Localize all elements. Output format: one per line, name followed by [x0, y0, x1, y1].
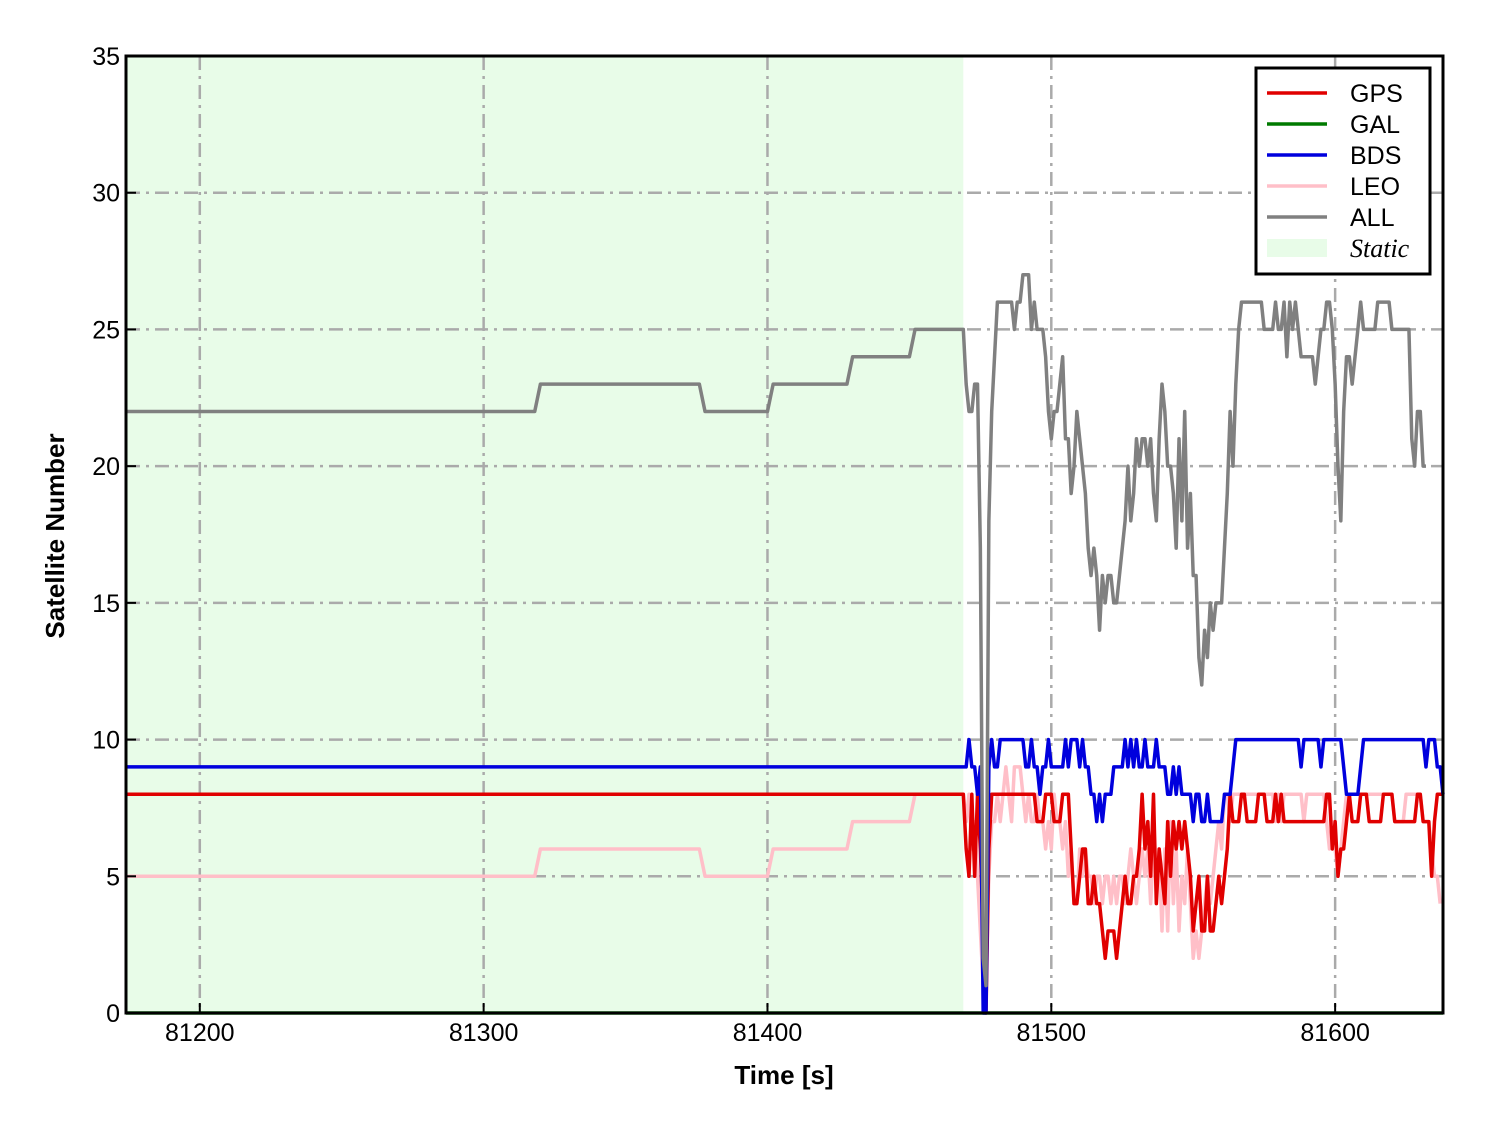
legend-swatch-static: [1267, 239, 1327, 257]
y-tick-label: 5: [106, 863, 120, 891]
x-tick-label: 81300: [449, 1019, 519, 1047]
series-line-bds: [126, 737, 1445, 1015]
x-tick-label: 81600: [1300, 1019, 1370, 1047]
y-tick-label: 10: [92, 727, 120, 755]
y-tick-label: 0: [106, 1000, 120, 1028]
x-tick-label: 81400: [733, 1019, 803, 1047]
axes-layer: 81200 81300 81400 81500 81600 0 5 10 15 20 25 30 35: [92, 43, 1445, 1047]
legend-label-gal: GAL: [1350, 111, 1400, 139]
plot-frame: [124, 54, 1445, 1015]
y-tick-label: 25: [92, 316, 120, 344]
legend-label-leo: LEO: [1350, 173, 1400, 201]
y-tick-label: 15: [92, 590, 120, 618]
y-axis-title: Satellite Number: [40, 433, 70, 638]
y-tick-label: 35: [92, 43, 120, 71]
x-axis-title: Time [s]: [734, 1060, 833, 1090]
static-region: [126, 56, 964, 1013]
legend-label-all: ALL: [1350, 204, 1395, 232]
legend-label-bds: BDS: [1350, 142, 1401, 170]
x-tick-label: 81200: [165, 1019, 235, 1047]
series-line-all: [126, 272, 1426, 988]
y-tick-label: 20: [92, 453, 120, 481]
static-region-layer: [126, 56, 964, 1013]
legend-label-static: Static: [1350, 234, 1410, 263]
grid-layer: [126, 56, 1443, 1013]
legend-label-gps: GPS: [1350, 80, 1403, 108]
series-line-gps: [126, 792, 1443, 1015]
x-tick-label: 81500: [1017, 1019, 1087, 1047]
y-tick-label: 30: [92, 180, 120, 208]
